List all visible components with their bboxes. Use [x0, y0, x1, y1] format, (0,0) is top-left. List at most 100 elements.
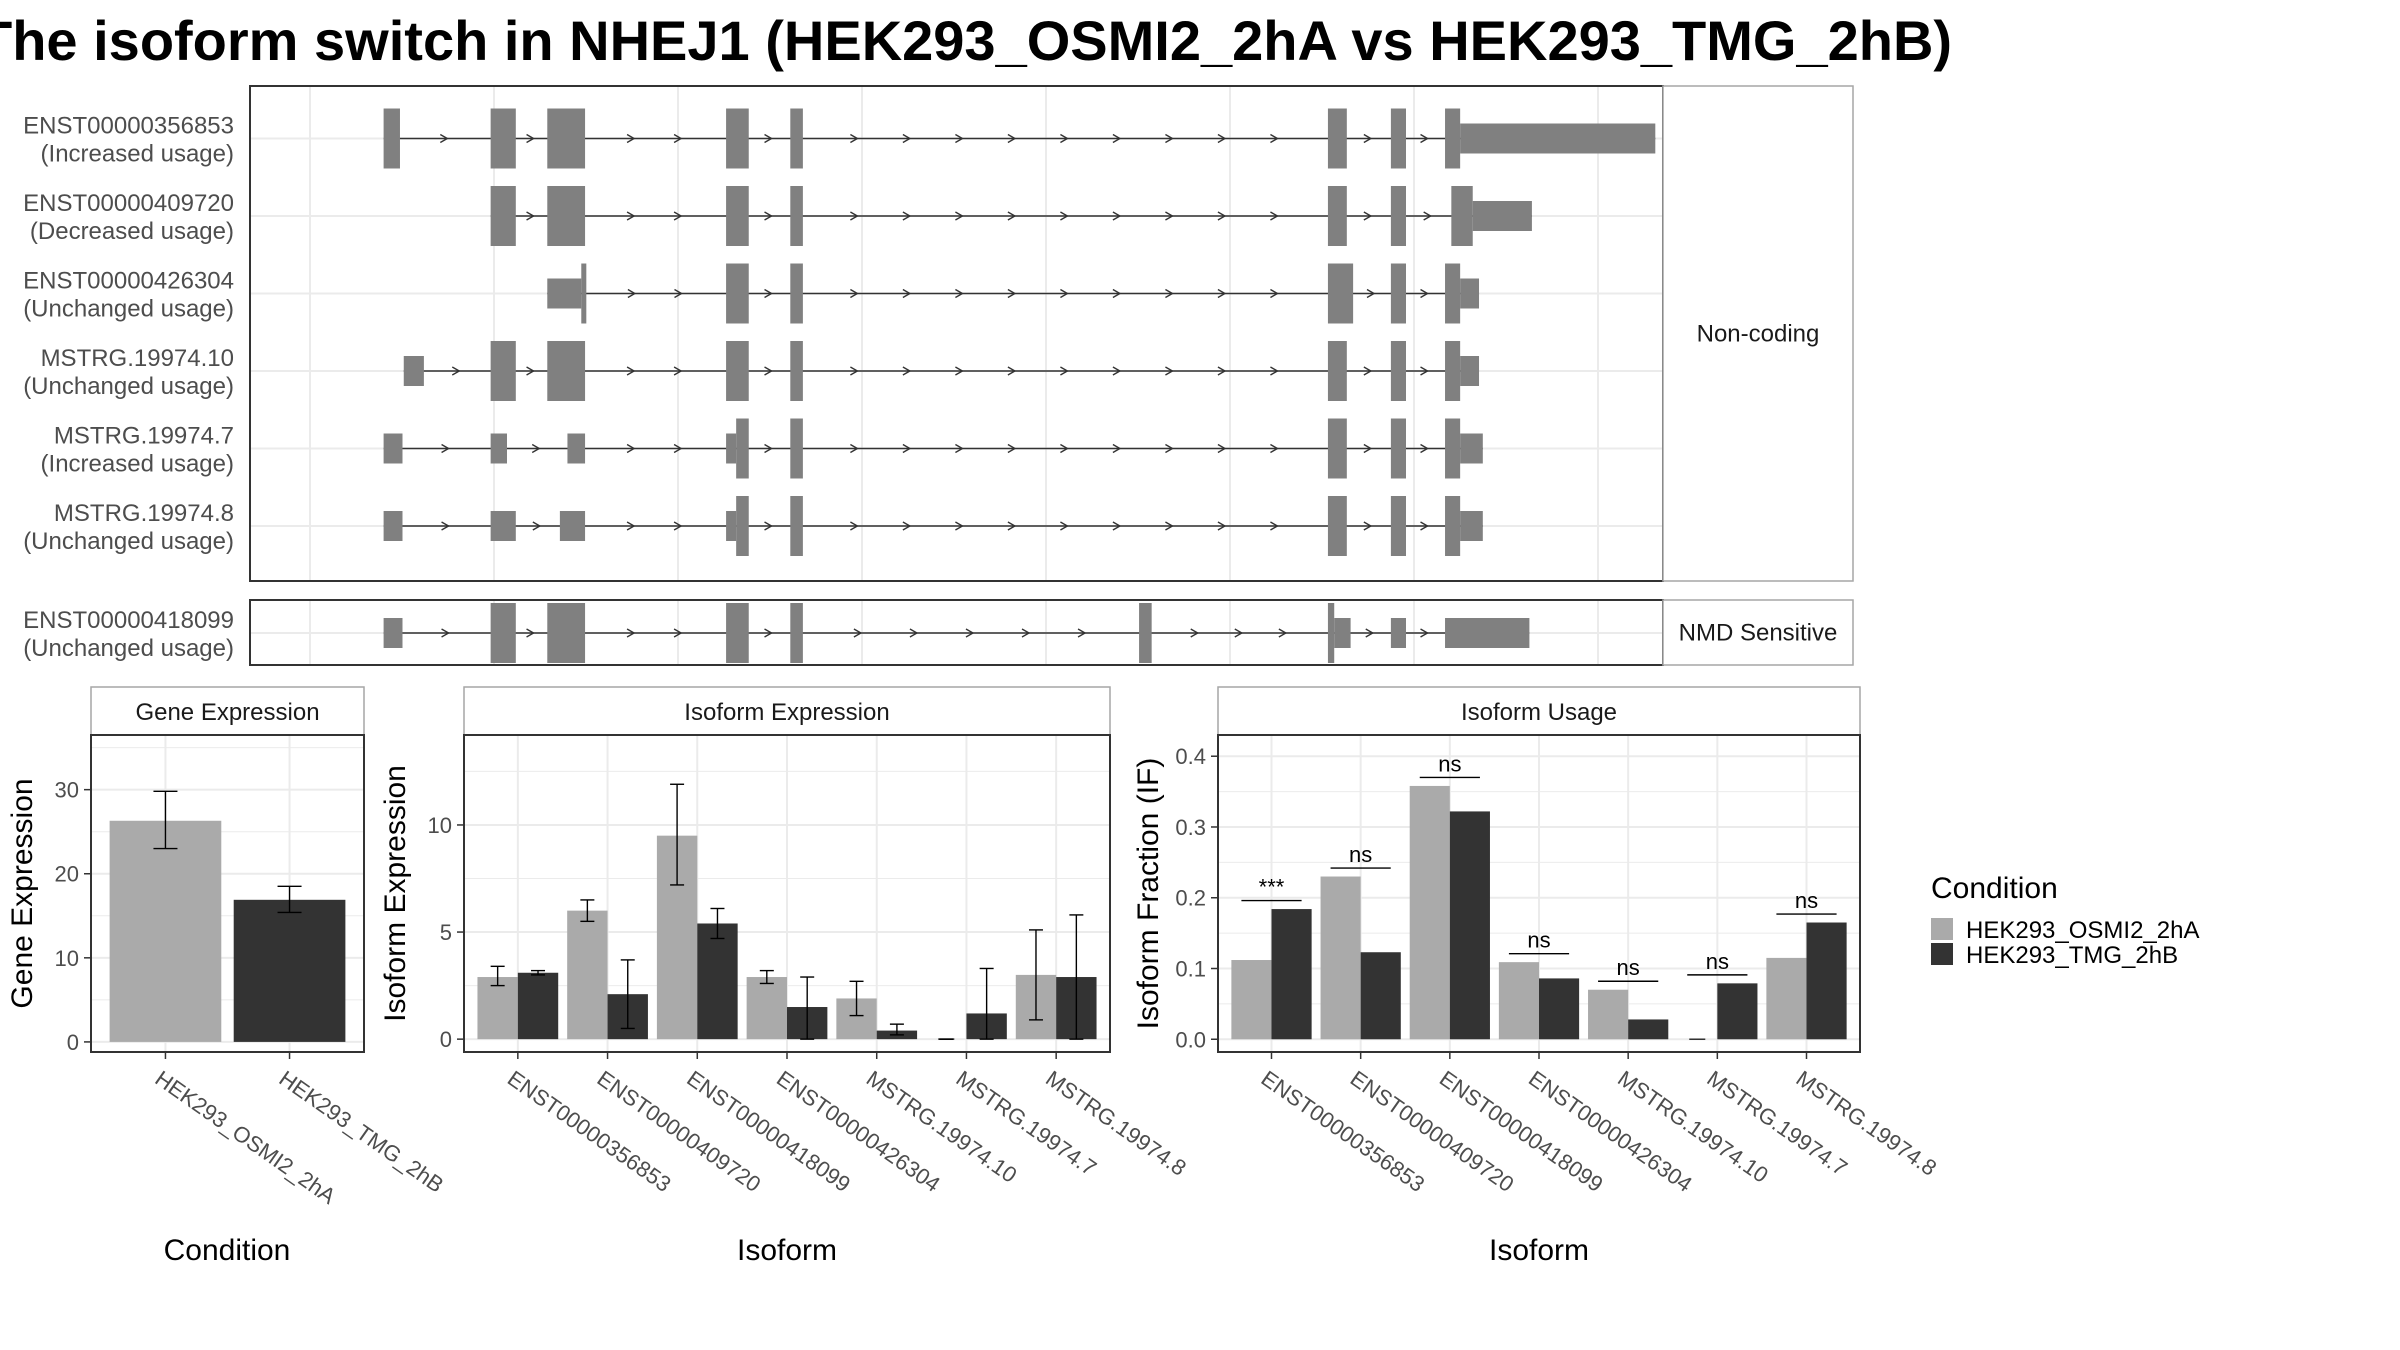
exon	[790, 496, 803, 556]
exon	[559, 511, 586, 541]
transcript-id-label: MSTRG.19974.10	[41, 345, 234, 372]
transcript-row	[383, 496, 1483, 556]
exon	[547, 186, 586, 246]
error-bar	[710, 907, 725, 940]
x-tick-label: ENST00000418099	[682, 1066, 855, 1197]
condition-legend: Condition HEK293_OSMI2_2hA HEK293_TMG_2h…	[1931, 872, 2199, 969]
strand-arrow	[1165, 211, 1174, 221]
strand-arrow	[1217, 521, 1227, 531]
strand-arrow	[1060, 211, 1069, 221]
exon	[726, 341, 749, 401]
strand-arrow	[1366, 288, 1376, 299]
exon	[726, 603, 749, 663]
chart-panel: Isoform Usage *** ns ns ns ns ns ns 0.0 0.1 0.2 0.3…	[1132, 686, 1941, 1267]
y-axis-title: Gene Expression	[6, 778, 39, 1008]
strand-arrow	[764, 521, 773, 531]
bar	[567, 910, 608, 1040]
exon	[1390, 418, 1407, 479]
strand-arrow	[673, 366, 683, 376]
error-bar	[1028, 929, 1043, 1021]
exon	[1445, 341, 1461, 401]
error-bar	[531, 969, 546, 976]
y-tick-label: 0.3	[1175, 815, 1206, 840]
strand-arrow	[626, 366, 636, 376]
exon	[1460, 511, 1483, 541]
significance-label: ns	[1349, 842, 1372, 867]
legend-title: Condition	[1931, 872, 2058, 905]
strand-arrow	[526, 628, 535, 638]
x-tick-label: ENST00000418099	[1435, 1066, 1608, 1197]
exon	[1460, 278, 1480, 309]
exon	[790, 418, 803, 479]
strand-arrow	[626, 521, 636, 531]
exon	[547, 278, 582, 309]
figure-title: The isoform switch in NHEJ1 (HEK293_OSMI…	[0, 9, 1952, 72]
strand-arrow	[441, 521, 450, 531]
exon	[383, 618, 403, 648]
strand-arrow	[1060, 133, 1069, 144]
y-axis-title: Isoform Expression	[379, 765, 412, 1022]
bar	[109, 820, 222, 1042]
strand-arrow	[526, 211, 535, 221]
strand-arrow	[853, 628, 863, 638]
exon	[1445, 263, 1461, 324]
strand-arrow	[1363, 521, 1373, 531]
exon	[726, 263, 749, 324]
transcript-usage-label: (Unchanged usage)	[23, 373, 234, 400]
strand-arrow	[850, 366, 859, 376]
exon	[403, 356, 424, 386]
strand-arrow	[850, 288, 859, 299]
strand-arrow	[850, 521, 859, 531]
exon	[1390, 618, 1407, 648]
chart-panel: Isoform Expression0510ENST00000356853ENS…	[379, 686, 1191, 1267]
transcript-row	[490, 186, 1532, 246]
strand-arrow	[1278, 628, 1288, 638]
y-tick-label: 20	[55, 862, 79, 887]
x-tick-label: ENST00000409720	[1346, 1066, 1519, 1197]
x-tick-label: ENST00000409720	[593, 1066, 766, 1197]
exon	[490, 186, 516, 246]
significance-label: ns	[1617, 955, 1640, 980]
bar	[1806, 922, 1847, 1040]
strand-arrow	[955, 366, 964, 376]
strand-arrow	[850, 443, 859, 454]
bar	[233, 899, 346, 1042]
error-bar	[153, 790, 178, 850]
transcript-usage-label: (Increased usage)	[41, 141, 234, 168]
exon	[1445, 418, 1461, 479]
exon	[726, 433, 737, 464]
error-bar	[1069, 914, 1084, 1040]
strand-arrow	[902, 366, 912, 376]
exon	[1445, 496, 1461, 556]
transcript-usage-label: (Increased usage)	[41, 451, 234, 478]
strand-arrow	[1112, 521, 1122, 531]
strand-arrow	[674, 288, 683, 299]
significance-label: ns	[1706, 949, 1729, 974]
panel-background	[250, 86, 1663, 581]
strand-arrow	[955, 133, 964, 144]
strand-arrow	[1234, 628, 1244, 638]
strand-arrow	[1420, 521, 1429, 531]
transcript-id-label: ENST00000426304	[23, 268, 234, 295]
exon	[1472, 201, 1532, 231]
strand-arrow	[451, 366, 461, 376]
facet-strip	[1662, 85, 1854, 582]
exon	[726, 186, 749, 246]
exon	[1327, 496, 1347, 556]
strand-arrow	[1165, 366, 1174, 376]
strand-arrow	[627, 288, 637, 299]
bar	[1320, 876, 1361, 1040]
strand-arrow	[1060, 366, 1069, 376]
strand-arrow	[902, 211, 912, 221]
strand-arrow	[1270, 443, 1279, 454]
error-bar	[759, 969, 774, 985]
exon	[1390, 341, 1407, 401]
chart-title: Isoform Expression	[684, 699, 889, 726]
bar	[1231, 960, 1272, 1040]
legend-swatch-cond-a	[1931, 918, 1953, 940]
transcript-row	[383, 418, 1483, 479]
bar	[1498, 962, 1539, 1040]
strand-arrow	[902, 288, 912, 299]
error-bar	[849, 980, 864, 1017]
